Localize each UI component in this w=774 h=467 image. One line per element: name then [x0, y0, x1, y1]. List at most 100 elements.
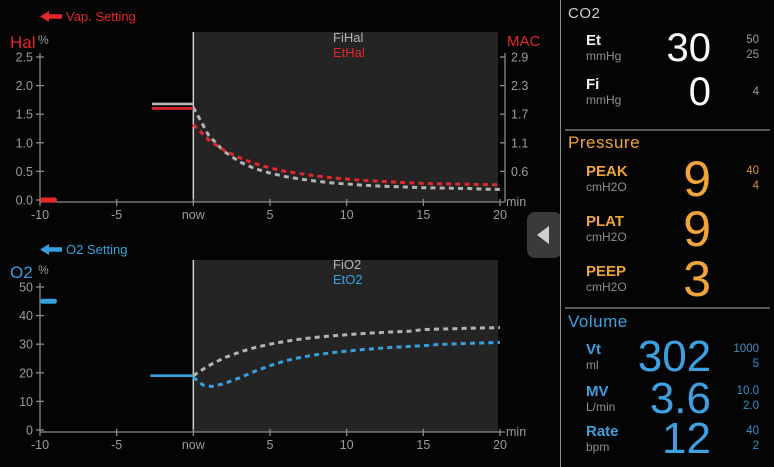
chevron-left-icon: [537, 226, 549, 244]
y-tick-label: 0: [26, 424, 33, 438]
right-axis-tick-label: 2.9: [511, 51, 528, 65]
y-axis-unit-label: %: [38, 263, 49, 277]
x-tick-label: 20: [493, 438, 507, 452]
y-axis-parameter-label: Hal: [10, 33, 36, 52]
mv-unit: L/min: [586, 399, 616, 414]
limit-low: 2: [752, 440, 759, 452]
limit-high: 1000: [733, 343, 759, 355]
fico2-row[interactable]: Fi mmHg 0 4: [561, 70, 774, 114]
x-tick-label: 15: [416, 208, 430, 222]
fihal-prediction-curve: [192, 106, 501, 191]
rate-label: Rate: [586, 423, 619, 441]
x-tick-label: now: [182, 438, 206, 452]
limit-high: 4: [752, 85, 759, 98]
right-axis-tick-label: 1.7: [511, 108, 528, 122]
fio2-series-label: FiO2: [333, 257, 361, 272]
plat-unit: cmH2O: [586, 229, 627, 244]
vitals-panel: CO2 Et mmHg 30 50 25 Fi mmHg 0 4 Pr: [560, 0, 774, 467]
y-tick-label: 2.5: [16, 51, 33, 65]
y-tick-label: 40: [19, 309, 33, 323]
legend-label: O2 Setting: [66, 242, 127, 257]
mv-alarm-limits: 10.0 2.0: [719, 384, 759, 414]
rate-unit: bpm: [586, 439, 610, 454]
minute-volume-row[interactable]: MV L/min 3.6 10.0 2.0: [561, 374, 774, 423]
plat-label: PLAT: [586, 213, 625, 231]
etco2-label: Et: [586, 32, 601, 50]
mv-label: MV: [586, 383, 609, 401]
x-tick-label: 15: [416, 438, 430, 452]
rate-value: 12: [662, 414, 711, 463]
x-tick-label: 5: [267, 208, 274, 222]
y-tick-label: 1.5: [16, 108, 33, 122]
x-tick-label: 5: [267, 438, 274, 452]
section-divider: [565, 307, 770, 309]
etco2-label-group: Et mmHg: [586, 32, 638, 63]
x-axis-unit-label: min: [506, 195, 526, 209]
co2-section-title: CO2: [568, 5, 601, 22]
panel-collapse-button[interactable]: [527, 212, 562, 258]
tidal-volume-row[interactable]: Vt ml 302 1000 5: [561, 332, 774, 381]
vt-unit: ml: [586, 357, 599, 372]
peak-value: 9: [683, 151, 711, 207]
x-tick-label: -10: [31, 208, 49, 222]
eto2-series-label: EtO2: [333, 272, 363, 287]
vt-label: Vt: [586, 341, 601, 359]
etco2-alarm-limits: 50 25: [719, 33, 759, 63]
eto2-prediction-curve: [192, 340, 501, 389]
right-axis-tick-label: 0.6: [511, 165, 528, 179]
peak-unit: cmH2O: [586, 179, 627, 194]
y-axis-unit-label: %: [38, 33, 49, 47]
x-tick-label: -5: [111, 438, 122, 452]
limit-low: 25: [746, 49, 759, 61]
peak-label: PEAK: [586, 163, 628, 181]
vt-value: 302: [637, 332, 712, 381]
plat-value: 9: [683, 201, 711, 257]
x-tick-label: 20: [493, 208, 507, 222]
prediction-region: [193, 260, 499, 432]
peep-label: PEEP: [586, 263, 627, 281]
x-tick-label: 10: [340, 208, 354, 222]
fico2-label: Fi: [586, 76, 600, 94]
peep-value: 3: [683, 251, 711, 307]
resp-rate-row[interactable]: Rate bpm 12 40 2: [561, 414, 774, 463]
peep-pressure-row[interactable]: PEEP cmH2O 3: [561, 254, 774, 304]
fihal-series-label: FiHal: [333, 30, 363, 45]
etco2-unit: mmHg: [586, 48, 622, 63]
peep-label-group: PEEP cmH2O: [586, 263, 638, 294]
volume-section-title: Volume: [568, 312, 628, 331]
fico2-unit: mmHg: [586, 92, 622, 107]
ethal-prediction-curve: [192, 123, 501, 187]
ethal-series-label: EtHal: [333, 45, 365, 60]
rate-alarm-limits: 40 2: [719, 424, 759, 454]
limit-high: 50: [746, 34, 759, 46]
limit-low: 4: [752, 180, 759, 192]
mv-value: 3.6: [649, 374, 711, 423]
fio2-prediction-curve: [192, 326, 501, 377]
etco2-value: 30: [666, 26, 712, 70]
y-tick-label: 20: [19, 366, 33, 380]
fico2-alarm-limits: 4: [719, 85, 759, 100]
fico2-value: 0: [688, 70, 711, 114]
y-tick-label: 0.5: [16, 165, 33, 179]
limit-low: 2.0: [743, 400, 759, 412]
x-tick-label: -5: [111, 208, 122, 222]
limit-high: 10.0: [736, 385, 759, 397]
arrow-left-icon: [40, 11, 62, 22]
arrow-left-icon: [40, 244, 62, 255]
legend-label: Vap. Setting: [66, 9, 136, 24]
peak-pressure-row[interactable]: PEAK cmH2O 9 40 4: [561, 154, 774, 204]
y-tick-label: 2.0: [16, 79, 33, 93]
y-tick-label: 1.0: [16, 136, 33, 150]
setting-marker: [40, 197, 57, 203]
plat-pressure-row[interactable]: PLAT cmH2O 9: [561, 204, 774, 254]
right-axis-tick-label: 2.3: [511, 79, 528, 93]
vt-label-group: Vt ml: [586, 341, 638, 372]
hal-trend-chart: 0.00.51.01.52.02.5-10 -5 now 5 10 15 20minMAC2…: [10, 9, 541, 222]
etco2-row[interactable]: Et mmHg 30 50 25: [561, 26, 774, 70]
section-divider: [565, 129, 770, 131]
y-tick-label: 0.0: [16, 194, 33, 208]
limit-high: 40: [746, 165, 759, 177]
x-tick-label: -10: [31, 438, 49, 452]
